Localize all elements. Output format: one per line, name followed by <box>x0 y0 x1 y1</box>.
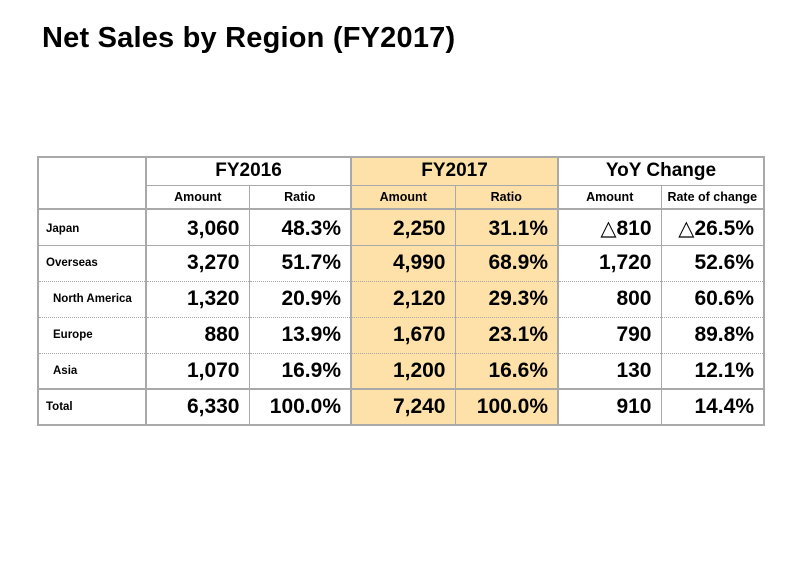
cell-fy2017-amount: 2,120 <box>350 281 455 318</box>
table-row: Japan 3,060 48.3% 2,250 31.1% △810 △26.5% <box>37 209 765 246</box>
row-label: Asia <box>37 353 147 389</box>
cell-fy2017-amount: 4,990 <box>350 245 455 282</box>
cell-yoy-amount: 130 <box>557 353 661 389</box>
group-header-yoy-change: YoY Change <box>557 156 765 185</box>
cell-yoy-amount: △810 <box>557 209 661 246</box>
table-row: Europe 880 13.9% 1,670 23.1% 790 89.8% <box>37 317 765 354</box>
row-label: North America <box>37 281 147 318</box>
table-row: Total 6,330 100.0% 7,240 100.0% 910 14.4% <box>37 388 765 426</box>
cell-fy2017-ratio: 16.6% <box>454 353 558 389</box>
page-title: Net Sales by Region (FY2017) <box>42 22 456 54</box>
cell-fy2016-ratio: 100.0% <box>248 388 351 426</box>
cell-yoy-rate: 14.4% <box>660 388 765 426</box>
row-label: Total <box>37 388 147 426</box>
row-label: Europe <box>37 317 147 354</box>
cell-fy2017-ratio: 23.1% <box>454 317 558 354</box>
cell-fy2016-amount: 880 <box>145 317 249 354</box>
cell-yoy-rate: 89.8% <box>660 317 765 354</box>
cell-fy2017-amount: 1,670 <box>350 317 455 354</box>
table-row: Asia 1,070 16.9% 1,200 16.6% 130 12.1% <box>37 353 765 389</box>
table-row: North America 1,320 20.9% 2,120 29.3% 800 60.6… <box>37 281 765 318</box>
cell-yoy-amount: 910 <box>557 388 661 426</box>
table-corner-cell <box>37 156 147 210</box>
group-header-fy2017: FY2017 <box>350 156 559 185</box>
cell-fy2017-ratio: 68.9% <box>454 245 558 282</box>
cell-fy2016-amount: 1,320 <box>145 281 249 318</box>
cell-fy2017-ratio: 29.3% <box>454 281 558 318</box>
cell-fy2016-amount: 6,330 <box>145 388 249 426</box>
table-row: Overseas 3,270 51.7% 4,990 68.9% 1,720 52.6% <box>37 245 765 282</box>
cell-fy2016-ratio: 51.7% <box>248 245 351 282</box>
cell-fy2016-ratio: 16.9% <box>248 353 351 389</box>
cell-fy2016-amount: 3,270 <box>145 245 249 282</box>
cell-yoy-amount: 800 <box>557 281 661 318</box>
cell-fy2016-ratio: 48.3% <box>248 209 351 246</box>
net-sales-table: FY2016 FY2017 YoY Change Amount Ratio Am… <box>37 156 765 426</box>
cell-fy2016-amount: 3,060 <box>145 209 249 246</box>
subheader-fy2017-ratio: Ratio <box>454 184 558 210</box>
cell-yoy-amount: 1,720 <box>557 245 661 282</box>
cell-yoy-rate: △26.5% <box>660 209 765 246</box>
subheader-fy2016-amount: Amount <box>145 184 249 210</box>
row-label: Japan <box>37 209 147 246</box>
group-header-fy2016: FY2016 <box>145 156 352 185</box>
table-body: Japan 3,060 48.3% 2,250 31.1% △810 △26.5% Overs… <box>37 209 765 426</box>
cell-fy2017-ratio: 31.1% <box>454 209 558 246</box>
subheader-yoy-amount: Amount <box>557 184 661 210</box>
subheader-fy2016-ratio: Ratio <box>248 184 351 210</box>
cell-fy2017-amount: 1,200 <box>350 353 455 389</box>
cell-yoy-rate: 12.1% <box>660 353 765 389</box>
subheader-fy2017-amount: Amount <box>350 184 455 210</box>
cell-fy2017-amount: 7,240 <box>350 388 455 426</box>
cell-fy2016-ratio: 20.9% <box>248 281 351 318</box>
cell-yoy-rate: 60.6% <box>660 281 765 318</box>
cell-fy2016-ratio: 13.9% <box>248 317 351 354</box>
subheader-yoy-rate: Rate of change <box>660 184 765 210</box>
cell-yoy-rate: 52.6% <box>660 245 765 282</box>
cell-fy2017-amount: 2,250 <box>350 209 455 246</box>
cell-fy2017-ratio: 100.0% <box>454 388 558 426</box>
cell-fy2016-amount: 1,070 <box>145 353 249 389</box>
row-label: Overseas <box>37 245 147 282</box>
cell-yoy-amount: 790 <box>557 317 661 354</box>
